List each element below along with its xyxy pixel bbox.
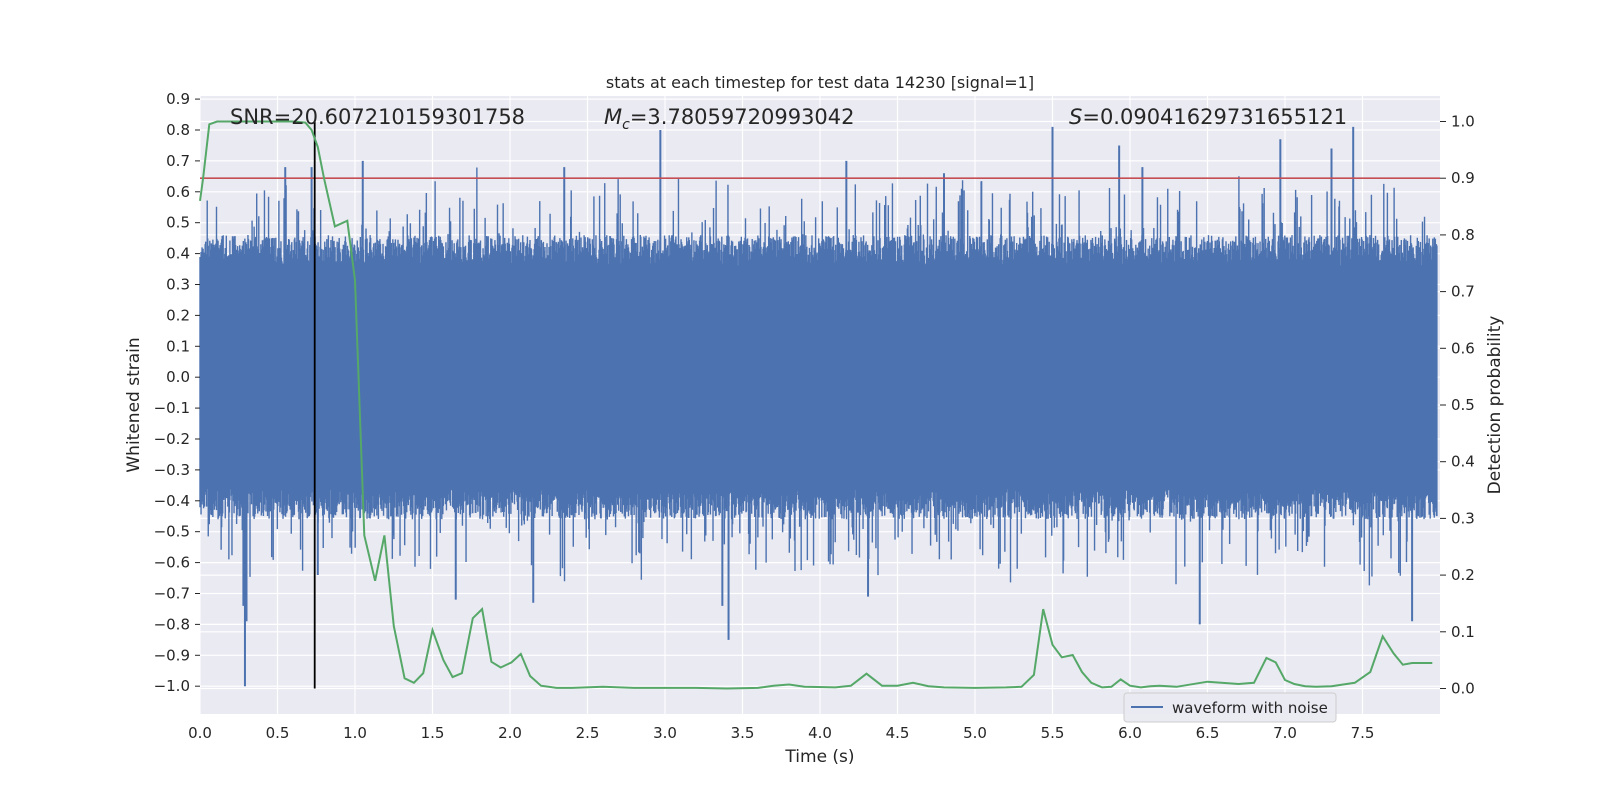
strain-series xyxy=(199,126,1438,687)
y-tick-label-left: −0.7 xyxy=(154,584,190,602)
y-tick-label-right: 1.0 xyxy=(1451,113,1475,131)
y-axis-label-right: Detection probability xyxy=(1485,316,1505,495)
y-tick-label-right: 0.9 xyxy=(1451,169,1475,187)
probability-series xyxy=(199,120,1433,690)
y-tick-label-right: 0.4 xyxy=(1451,453,1475,471)
y-tick-label-right: 0.7 xyxy=(1451,283,1475,301)
strain-noise-band xyxy=(199,167,1438,586)
y-tick-label-left: 0.5 xyxy=(166,214,190,232)
x-tick-label: 2.5 xyxy=(576,724,600,742)
y-tick-label-left: 0.8 xyxy=(166,121,190,139)
x-tick-label: 6.5 xyxy=(1196,724,1220,742)
y-tick-label-left: −0.8 xyxy=(154,615,190,633)
y-tick-label-left: −1.0 xyxy=(154,677,190,695)
y-tick-label-left: −0.3 xyxy=(154,461,190,479)
mc-symbol: M xyxy=(604,105,622,129)
x-tick-label: 7.5 xyxy=(1351,724,1375,742)
x-tick-label: 1.5 xyxy=(421,724,445,742)
axes: 0.0 0.5 1.0 1.5 2.0 2.5 3.0 3.5 4.0 4.5 5.0 5.5 6.0 6… xyxy=(154,90,1475,742)
mc-annotation: Mc=3.78059720993042 xyxy=(604,105,855,133)
y-tick-label-left: 0.2 xyxy=(166,306,190,324)
y-tick-label-left: 0.4 xyxy=(166,245,190,263)
y-tick-label-left: 0.0 xyxy=(166,368,190,386)
y-tick-label-left: 0.3 xyxy=(166,275,190,293)
x-tick-label: 4.5 xyxy=(886,724,910,742)
y-tick-label-left: −0.1 xyxy=(154,399,190,417)
legend: waveform with noise xyxy=(1123,692,1337,723)
y-tick-label-left: 0.6 xyxy=(166,183,190,201)
x-tick-label: 2.0 xyxy=(498,724,522,742)
y-tick-label-left: −0.4 xyxy=(154,492,190,510)
y-axis-label-left: Whitened strain xyxy=(124,337,144,472)
s-annotation: S=0.09041629731655121 xyxy=(1069,105,1347,129)
mc-value: =3.78059720993042 xyxy=(630,105,855,129)
probability-line xyxy=(199,120,1433,690)
s-symbol: S xyxy=(1069,105,1082,129)
y-tick-label-left: −0.9 xyxy=(154,646,190,664)
y-tick-label-right: 0.5 xyxy=(1451,396,1475,414)
x-tick-label: 1.0 xyxy=(343,724,367,742)
y-tick-label-right: 0.3 xyxy=(1451,509,1475,527)
y-tick-label-left: −0.6 xyxy=(154,554,190,572)
x-tick-label: 0.5 xyxy=(266,724,290,742)
chart-title: stats at each timestep for test data 142… xyxy=(606,73,1034,92)
x-axis-label: Time (s) xyxy=(784,747,854,767)
legend-entry: waveform with noise xyxy=(1172,699,1328,717)
x-tick-label: 7.0 xyxy=(1273,724,1297,742)
x-tick-label: 4.0 xyxy=(808,724,832,742)
y-tick-label-left: 0.7 xyxy=(166,152,190,170)
y-tick-label-left: −0.5 xyxy=(154,523,190,541)
x-tick-label: 0.0 xyxy=(188,724,212,742)
x-tick-label: 3.5 xyxy=(731,724,755,742)
legend-box xyxy=(1123,692,1337,723)
mc-subscript: c xyxy=(622,117,630,133)
y-tick-label-right: 0.6 xyxy=(1451,339,1475,357)
y-tick-label-left: 0.9 xyxy=(166,90,190,108)
snr-annotation: SNR=20.607210159301758 xyxy=(230,105,525,129)
y-tick-label-right: 0.0 xyxy=(1451,679,1475,697)
x-tick-label: 3.0 xyxy=(653,724,677,742)
overlay-lines xyxy=(200,121,1440,689)
s-value: =0.09041629731655121 xyxy=(1082,105,1347,129)
y-tick-label-left: −0.2 xyxy=(154,430,190,448)
y-tick-label-left: 0.1 xyxy=(166,337,190,355)
y-tick-label-right: 0.8 xyxy=(1451,226,1475,244)
x-tick-label: 6.0 xyxy=(1118,724,1142,742)
y-tick-label-right: 0.1 xyxy=(1451,623,1475,641)
x-tick-label: 5.0 xyxy=(963,724,987,742)
x-tick-label: 5.5 xyxy=(1041,724,1065,742)
y-tick-label-right: 0.2 xyxy=(1451,566,1475,584)
